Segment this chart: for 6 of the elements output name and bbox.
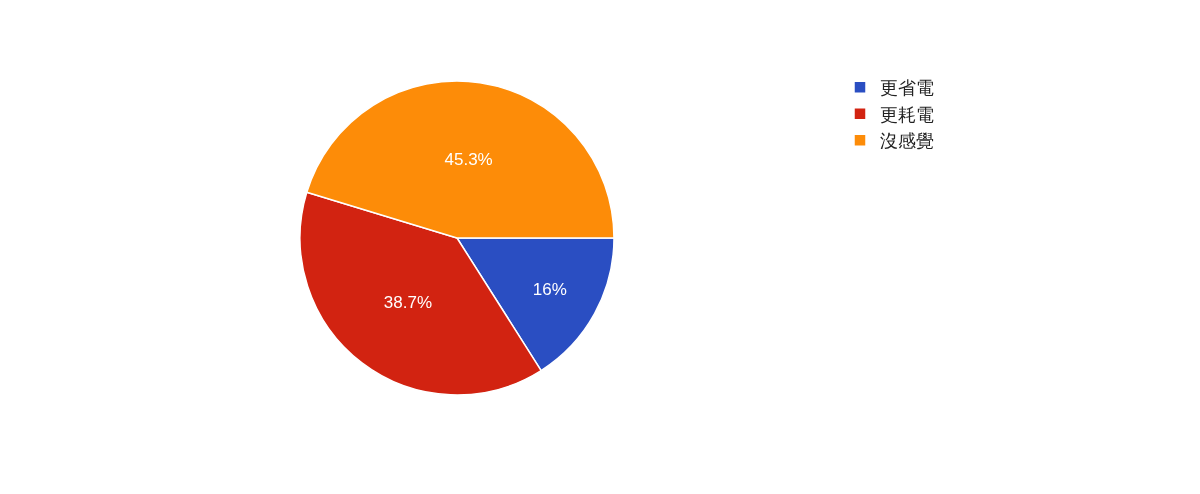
data-label: 45.3%: [444, 150, 493, 170]
legend-label: 更省電: [880, 77, 934, 99]
data-label: 38.7%: [383, 292, 433, 312]
legend-label: 更耗電: [880, 103, 934, 125]
legend-label: 沒感覺: [880, 130, 934, 152]
data-label: 16%: [532, 279, 567, 299]
